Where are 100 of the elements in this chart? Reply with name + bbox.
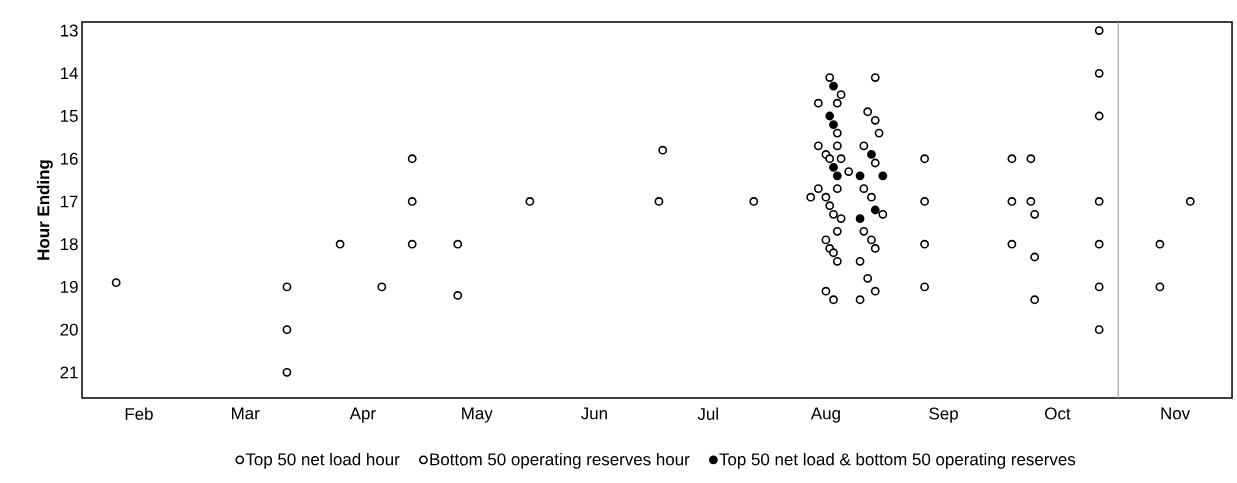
point bbox=[920, 282, 929, 292]
point bbox=[453, 291, 463, 300]
point bbox=[813, 184, 823, 194]
point bbox=[1094, 197, 1104, 206]
point bbox=[878, 209, 888, 219]
point bbox=[806, 192, 816, 202]
point bbox=[829, 248, 838, 258]
point bbox=[1030, 295, 1040, 305]
point bbox=[870, 205, 880, 215]
point bbox=[821, 286, 831, 296]
x-tick-label: Jun bbox=[581, 407, 607, 420]
point bbox=[821, 192, 831, 202]
point bbox=[1094, 111, 1104, 121]
point bbox=[863, 107, 873, 117]
point bbox=[920, 154, 929, 164]
point bbox=[282, 325, 292, 335]
point bbox=[829, 162, 838, 172]
point bbox=[859, 184, 869, 194]
point bbox=[821, 235, 831, 245]
y-tick-label: 18 bbox=[60, 238, 78, 251]
point bbox=[867, 192, 876, 202]
point bbox=[1007, 197, 1017, 206]
y-tick-label: 17 bbox=[60, 195, 78, 208]
point bbox=[829, 81, 838, 91]
y-tick-label: 20 bbox=[60, 323, 78, 336]
point bbox=[832, 226, 842, 236]
point bbox=[825, 111, 835, 121]
point bbox=[870, 244, 880, 253]
point bbox=[1030, 252, 1040, 262]
point bbox=[859, 226, 869, 236]
point bbox=[855, 214, 865, 223]
point bbox=[867, 235, 876, 245]
point bbox=[920, 239, 929, 249]
point bbox=[377, 282, 387, 292]
point bbox=[832, 141, 842, 151]
point bbox=[525, 197, 535, 206]
y-tick-label: 15 bbox=[60, 110, 78, 122]
point bbox=[813, 98, 823, 108]
legend-label: Bottom 50 operating reserves hour bbox=[430, 452, 690, 469]
point bbox=[855, 171, 865, 181]
legend-label: Top 50 net load & bottom 50 operating reserves bbox=[719, 452, 1076, 469]
point bbox=[407, 239, 417, 249]
point bbox=[1026, 197, 1036, 206]
point bbox=[1155, 282, 1165, 292]
point bbox=[874, 128, 884, 138]
point bbox=[825, 73, 835, 82]
point bbox=[832, 128, 842, 138]
y-tick-label: 13 bbox=[60, 24, 78, 37]
point bbox=[1094, 239, 1104, 249]
point bbox=[1094, 282, 1104, 292]
point bbox=[282, 282, 292, 292]
x-tick-label: May bbox=[462, 407, 493, 423]
point bbox=[844, 167, 854, 176]
point bbox=[407, 197, 417, 206]
point bbox=[859, 141, 869, 151]
x-tick-label: Feb bbox=[125, 407, 153, 420]
x-tick-label: Sep bbox=[929, 407, 958, 423]
x-tick-label: Nov bbox=[1161, 407, 1191, 420]
x-tick-label: Oct bbox=[1045, 407, 1071, 420]
point bbox=[1185, 197, 1195, 206]
x-tick-label: Jul bbox=[697, 407, 718, 420]
point bbox=[832, 256, 842, 266]
point bbox=[920, 197, 929, 206]
point bbox=[836, 154, 846, 164]
point bbox=[829, 295, 838, 305]
y-tick-label: 16 bbox=[60, 152, 78, 165]
point bbox=[1155, 239, 1165, 249]
point bbox=[832, 171, 842, 181]
point bbox=[658, 145, 668, 155]
y-tick-label: 14 bbox=[60, 67, 78, 80]
point bbox=[453, 239, 463, 249]
point bbox=[1094, 325, 1104, 335]
point bbox=[1007, 154, 1017, 164]
point bbox=[825, 201, 835, 211]
point bbox=[1030, 209, 1040, 219]
point bbox=[832, 184, 842, 194]
y-tick-label: 19 bbox=[60, 280, 78, 293]
point bbox=[654, 197, 664, 206]
point bbox=[870, 286, 880, 296]
point bbox=[749, 197, 759, 206]
point bbox=[829, 209, 838, 219]
point bbox=[1007, 239, 1017, 249]
point bbox=[855, 256, 865, 266]
point bbox=[829, 120, 838, 129]
legend-label: Top 50 net load hour bbox=[245, 452, 400, 469]
x-tick-label: Apr bbox=[349, 407, 376, 423]
point bbox=[878, 171, 888, 181]
point bbox=[855, 295, 865, 305]
point bbox=[870, 73, 880, 82]
x-tick-label: Mar bbox=[232, 407, 260, 420]
point bbox=[832, 98, 842, 108]
point bbox=[867, 150, 876, 159]
point bbox=[813, 141, 823, 151]
point bbox=[335, 239, 345, 249]
point bbox=[1026, 154, 1036, 164]
point bbox=[870, 115, 880, 125]
point bbox=[1094, 68, 1104, 78]
x-tick-label: Aug bbox=[810, 407, 840, 423]
point bbox=[825, 154, 835, 164]
point bbox=[836, 214, 846, 223]
